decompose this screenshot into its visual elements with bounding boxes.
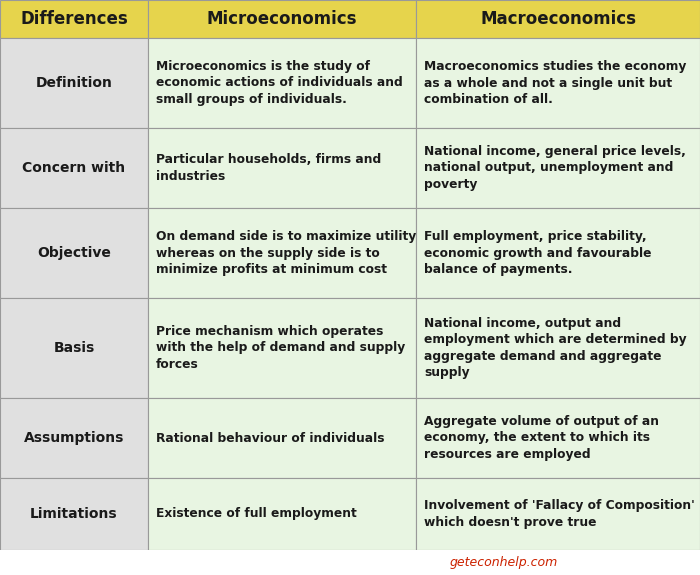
Bar — [148, 298, 416, 398]
Bar — [416, 298, 700, 398]
Bar — [148, 128, 416, 208]
Bar — [0, 398, 148, 478]
Bar — [416, 38, 700, 128]
Bar — [0, 208, 148, 298]
Text: Price mechanism which operates
with the help of demand and supply
forces: Price mechanism which operates with the … — [156, 325, 405, 371]
Text: National income, general price levels,
national output, unemployment and
poverty: National income, general price levels, n… — [424, 145, 686, 191]
Text: Differences: Differences — [20, 10, 128, 28]
Text: Basis: Basis — [53, 341, 94, 355]
Text: National income, output and
employment which are determined by
aggregate demand : National income, output and employment w… — [424, 317, 687, 380]
Bar — [416, 398, 700, 478]
Bar — [0, 0, 148, 38]
Text: Rational behaviour of individuals: Rational behaviour of individuals — [156, 431, 384, 444]
Bar — [148, 478, 416, 550]
Bar — [148, 0, 416, 38]
Bar — [148, 398, 416, 478]
Bar — [0, 478, 148, 550]
Text: On demand side is to maximize utility
whereas on the supply side is to
minimize : On demand side is to maximize utility wh… — [156, 230, 416, 276]
Text: geteconhelp.com: geteconhelp.com — [450, 556, 558, 569]
Bar — [148, 38, 416, 128]
Bar — [0, 38, 148, 128]
Text: Microeconomics: Microeconomics — [206, 10, 357, 28]
Bar — [416, 208, 700, 298]
Bar — [416, 128, 700, 208]
Bar — [416, 478, 700, 550]
Text: Assumptions: Assumptions — [24, 431, 124, 445]
Text: Existence of full employment: Existence of full employment — [156, 508, 357, 520]
Text: Macroeconomics studies the economy
as a whole and not a single unit but
combinat: Macroeconomics studies the economy as a … — [424, 60, 687, 106]
Text: Microeconomics is the study of
economic actions of individuals and
small groups : Microeconomics is the study of economic … — [156, 60, 402, 106]
Text: Limitations: Limitations — [30, 507, 118, 521]
Bar — [416, 0, 700, 38]
Text: Macroeconomics: Macroeconomics — [480, 10, 636, 28]
Text: Definition: Definition — [36, 76, 113, 90]
Bar — [0, 550, 700, 575]
Text: Objective: Objective — [37, 246, 111, 260]
Text: Involvement of 'Fallacy of Composition'
which doesn't prove true: Involvement of 'Fallacy of Composition' … — [424, 499, 694, 529]
Bar — [0, 128, 148, 208]
Bar — [148, 208, 416, 298]
Text: Concern with: Concern with — [22, 161, 125, 175]
Bar — [0, 298, 148, 398]
Text: Particular households, firms and
industries: Particular households, firms and industr… — [156, 154, 382, 183]
Text: Full employment, price stability,
economic growth and favourable
balance of paym: Full employment, price stability, econom… — [424, 230, 652, 276]
Text: Aggregate volume of output of an
economy, the extent to which its
resources are : Aggregate volume of output of an economy… — [424, 415, 659, 461]
